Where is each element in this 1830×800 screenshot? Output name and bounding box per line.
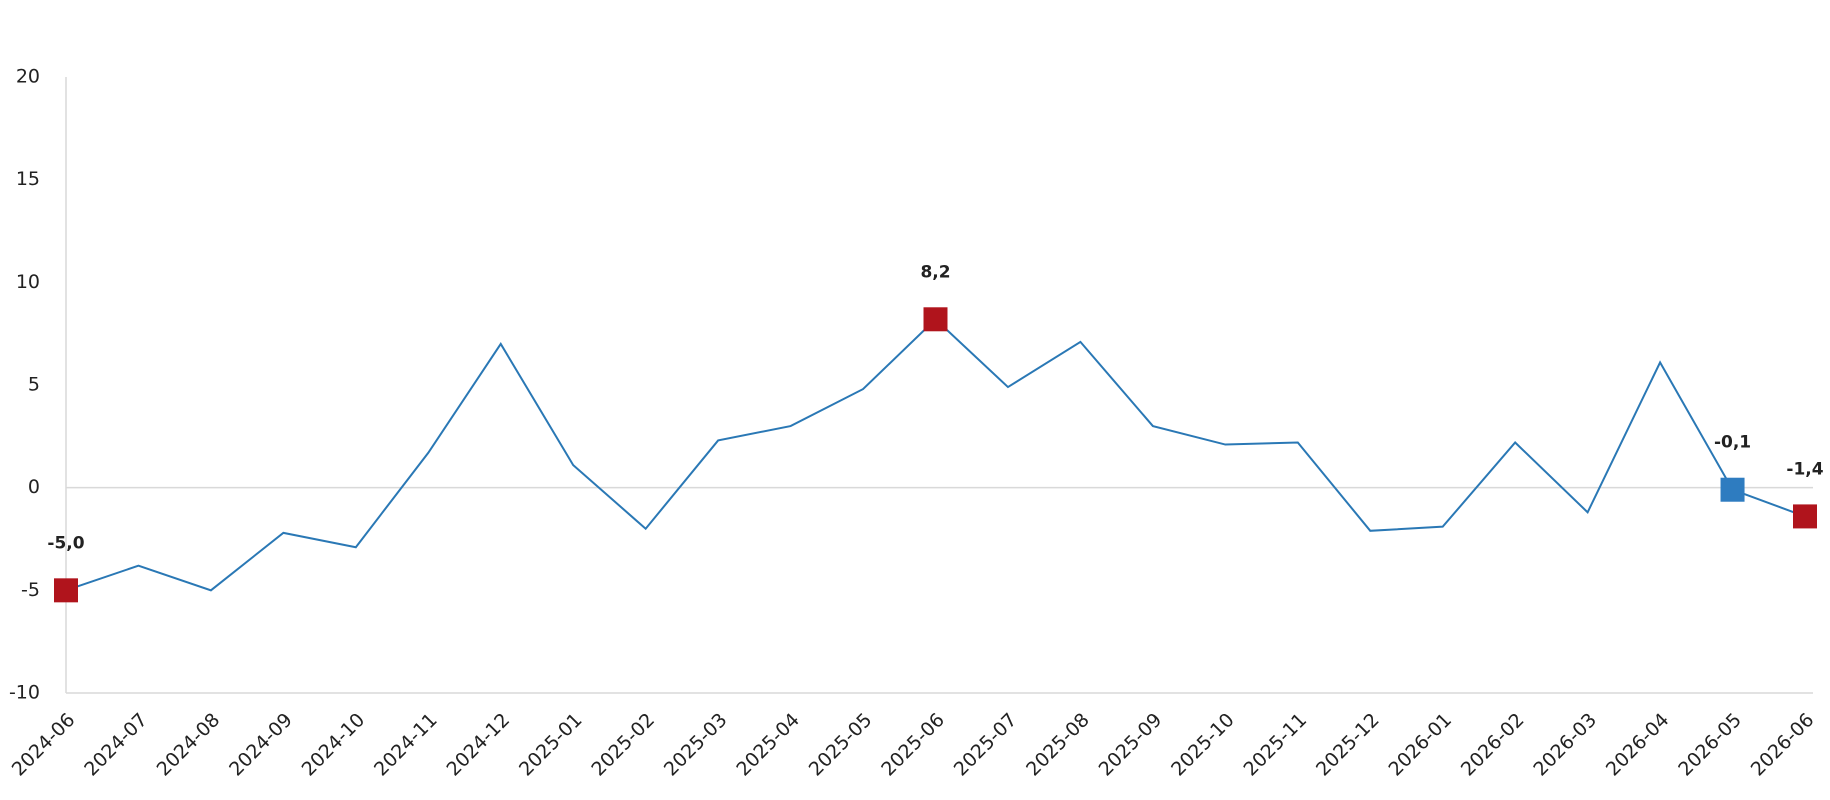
x-tick-label: 2025-10 [1167,709,1239,781]
x-tick-label: 2024-09 [225,709,297,781]
x-tick-label: 2024-10 [298,709,370,781]
y-tick-label: 20 [16,66,40,88]
y-tick-label: 10 [16,271,40,293]
x-tick-label: 2026-04 [1602,709,1674,781]
highlight-marker [1720,477,1745,502]
x-tick-label: 2025-07 [950,709,1022,781]
y-tick-label: 5 [28,374,40,396]
value-label: -5,0 [47,533,84,553]
value-label: -1,4 [1786,459,1823,479]
x-tick-label: 2025-02 [587,709,659,781]
x-tick-label: 2024-12 [442,709,514,781]
x-tick-label: 2025-05 [805,709,877,781]
highlight-marker [54,578,78,603]
y-tick-label: -10 [9,682,40,704]
x-tick-label: 2024-08 [153,709,225,781]
x-tick-label: 2025-03 [660,709,732,781]
x-tick-label: 2026-06 [1747,709,1819,781]
x-tick-label: 2026-01 [1384,709,1456,781]
x-tick-label: 2025-11 [1240,709,1312,781]
x-tick-label: 2025-01 [515,709,587,781]
x-tick-label: 2026-05 [1674,709,1746,781]
series-line [65,317,1806,592]
x-tick-label: 2026-02 [1457,709,1529,781]
value-label: -0,1 [1714,433,1751,453]
value-label: 8,2 [920,262,950,282]
highlight-marker [1793,504,1817,529]
x-tick-label: 2025-09 [1095,709,1167,781]
x-tick-label: 2024-11 [370,709,442,781]
x-tick-label: 2025-08 [1022,709,1094,781]
y-tick-label: -5 [21,579,40,601]
x-tick-label: 2025-12 [1312,709,1384,781]
x-tick-label: 2024-06 [8,709,80,781]
x-tick-label: 2026-03 [1529,709,1601,781]
x-tick-label: 2025-04 [732,709,804,781]
y-tick-label: 15 [16,168,40,190]
x-tick-label: 2025-06 [877,709,949,781]
highlight-marker [923,307,948,332]
y-tick-label: 0 [28,476,40,498]
x-tick-label: 2024-07 [80,709,152,781]
